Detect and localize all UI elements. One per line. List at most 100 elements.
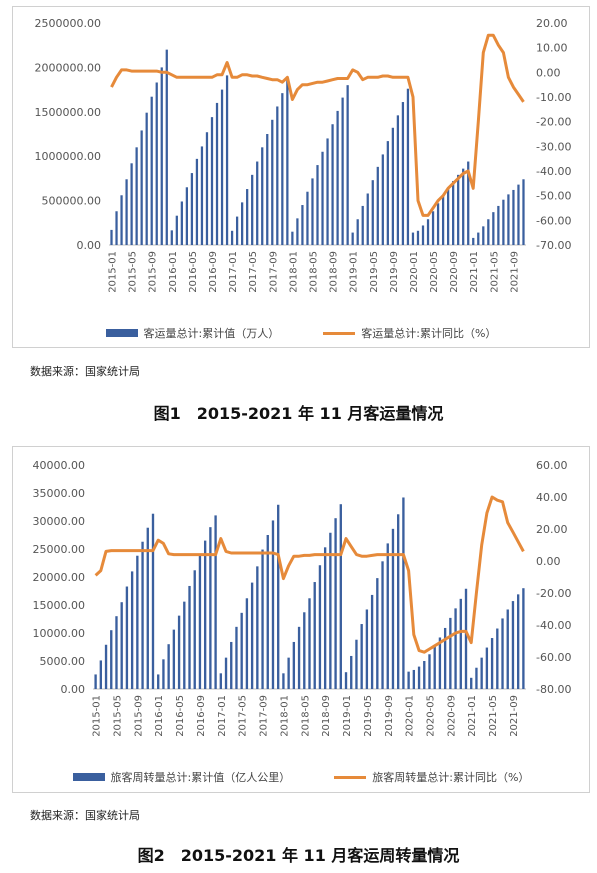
- legend-item-bar: 旅客周转量总计:累计值（亿人公里）: [72, 769, 290, 785]
- bar: [321, 151, 324, 245]
- bar: [261, 549, 264, 689]
- left-axis-tick-label: 35000.00: [33, 487, 86, 500]
- legend-item-line: 旅客周转量总计:累计同比（%）: [334, 769, 529, 785]
- x-axis-tick-label: 2018-01: [279, 695, 290, 737]
- x-axis-tick-label: 2017-05: [238, 695, 249, 737]
- bar: [308, 598, 311, 689]
- x-axis-tick-label: 2020-05: [425, 695, 436, 737]
- bar: [220, 89, 224, 245]
- bar: [177, 615, 181, 689]
- bar: [381, 561, 384, 689]
- data-source-note: 数据来源：国家统计局: [30, 809, 140, 822]
- bar: [135, 147, 138, 245]
- left-axis-tick-label: 15000.00: [33, 599, 86, 612]
- bar: [459, 598, 462, 689]
- bar: [366, 193, 369, 245]
- bar: [200, 146, 204, 245]
- bar: [311, 178, 314, 245]
- bar: [110, 229, 113, 245]
- right-axis-tick-label: -60.00: [536, 651, 571, 664]
- bar: [157, 674, 160, 689]
- bar: [480, 657, 483, 689]
- bar: [316, 165, 319, 245]
- bar: [441, 195, 445, 245]
- bar: [256, 161, 259, 245]
- right-axis-tick-label: -20.00: [536, 116, 571, 129]
- bar: [287, 657, 290, 689]
- bar: [266, 134, 269, 245]
- bar: [140, 130, 143, 245]
- x-axis-tick-label: 2017-09: [268, 251, 279, 293]
- bar: [360, 624, 363, 689]
- bar: [412, 669, 416, 689]
- x-axis-tick-label: 2016-05: [175, 695, 186, 737]
- x-axis-tick-label: 2019-09: [384, 695, 395, 737]
- bar: [190, 173, 194, 245]
- bar: [462, 168, 465, 245]
- bar: [334, 518, 337, 689]
- bar: [235, 216, 239, 245]
- right-axis-tick-label: 60.00: [536, 459, 568, 472]
- bar: [172, 629, 176, 689]
- bar: [115, 616, 118, 689]
- bar: [482, 226, 485, 245]
- right-axis-tick-label: -70.00: [536, 239, 571, 252]
- x-axis-tick-label: 2018-01: [288, 251, 299, 293]
- bar: [426, 219, 430, 245]
- bar: [115, 211, 118, 245]
- bar: [402, 497, 405, 689]
- bar: [485, 647, 489, 689]
- legend-line-label: 旅客周转量总计:累计同比（%）: [372, 771, 530, 784]
- bar: [209, 527, 212, 689]
- left-axis-tick-label: 1000000.00: [35, 150, 101, 163]
- bar: [341, 97, 344, 245]
- x-axis-tick-label: 2018-09: [321, 695, 332, 737]
- bar: [396, 115, 400, 246]
- bar: [306, 191, 309, 245]
- x-axis-tick-label: 2016-05: [188, 251, 199, 293]
- x-axis-tick-label: 2019-01: [349, 251, 360, 293]
- bar: [185, 187, 189, 245]
- bar: [241, 202, 244, 245]
- x-axis-tick-label: 2015-05: [128, 251, 139, 293]
- bar: [517, 184, 520, 245]
- bar: [497, 205, 500, 245]
- left-axis-tick-label: 30000.00: [33, 515, 86, 528]
- bar: [183, 601, 186, 689]
- bar: [224, 657, 228, 689]
- x-axis-tick-label: 2016-09: [208, 251, 219, 293]
- bar: [339, 504, 342, 689]
- bar: [376, 578, 379, 689]
- bar: [417, 666, 421, 689]
- bar: [104, 644, 108, 689]
- passenger-turnover-chart: 0.00 5000.00 10000.00 15000.00 20000.00 25000…: [33, 459, 572, 737]
- left-axis-tick-label: 20000.00: [33, 571, 86, 584]
- chart-panel-passenger-turnover: 0.00 5000.00 10000.00 15000.00 20000.00 25000…: [12, 446, 590, 793]
- bar: [365, 609, 369, 689]
- bar: [464, 588, 468, 689]
- bar: [230, 641, 233, 689]
- bar: [165, 49, 168, 245]
- x-axis-tick-label: 2021-01: [467, 695, 478, 737]
- bar: [195, 158, 199, 245]
- bar: [433, 646, 436, 689]
- right-axis-tick-label: 0.00: [536, 555, 561, 568]
- bar: [370, 594, 374, 689]
- bar: [210, 117, 214, 245]
- bar: [281, 93, 284, 245]
- bar: [391, 127, 394, 245]
- bar: [136, 555, 139, 689]
- bar: [386, 543, 389, 689]
- bar: [517, 594, 520, 689]
- x-axis-tick-label: 2017-01: [228, 251, 239, 293]
- bar: [487, 219, 490, 245]
- bar: [438, 637, 442, 689]
- left-axis-tick-label: 10000.00: [33, 627, 86, 640]
- bar: [261, 147, 264, 245]
- bar: [512, 189, 515, 245]
- x-axis-tick-label: 2016-01: [168, 251, 179, 293]
- bar: [188, 585, 191, 689]
- bar: [511, 601, 515, 689]
- left-axis-tick-label: 2500000.00: [35, 17, 101, 30]
- legend-line-swatch: [323, 331, 356, 335]
